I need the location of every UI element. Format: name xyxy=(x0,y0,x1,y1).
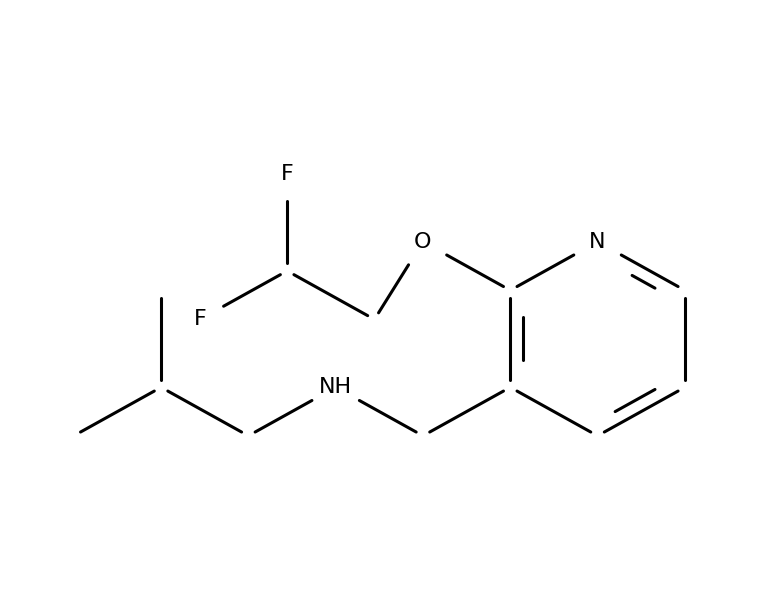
Text: F: F xyxy=(281,164,293,184)
Text: NH: NH xyxy=(319,377,352,397)
Text: O: O xyxy=(414,232,432,252)
Text: F: F xyxy=(194,310,206,329)
Text: N: N xyxy=(589,232,606,252)
